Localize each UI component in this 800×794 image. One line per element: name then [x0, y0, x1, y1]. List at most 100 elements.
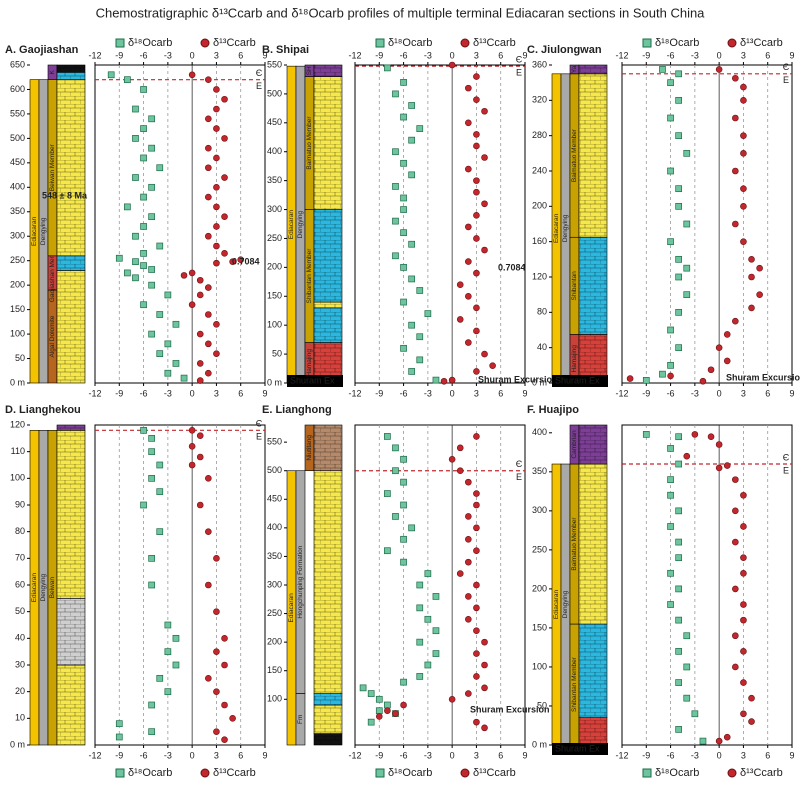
data-point [740, 569, 747, 577]
data-point [384, 490, 391, 497]
legend-label: δ¹⁸Ocarb [655, 37, 699, 49]
plot-frame [621, 64, 793, 384]
data-point [221, 174, 228, 181]
y-tick-label: 400 [267, 522, 282, 532]
data-point [213, 350, 220, 357]
y-tick-label: 500 [267, 88, 282, 98]
x-tick-label: 0 [717, 388, 722, 398]
x-tick-label: -6 [400, 50, 408, 60]
y-tick-label: 600 [10, 84, 25, 94]
data-point [140, 125, 147, 132]
data-point [124, 203, 131, 211]
x-tick-label: 6 [238, 50, 243, 60]
data-point [642, 431, 650, 438]
data-point [164, 369, 172, 377]
data-point [465, 84, 472, 92]
y-tick-label: 250 [267, 233, 282, 243]
data-point [164, 340, 172, 348]
data-point [732, 220, 739, 228]
data-point [667, 79, 674, 87]
data-point [732, 632, 739, 640]
x-tick-label: 9 [262, 388, 267, 398]
data-point [140, 154, 147, 162]
data-point [740, 150, 747, 157]
y-tick-label: 60 [15, 579, 25, 589]
data-point [473, 96, 480, 103]
y-tick-label: 50 [537, 700, 547, 710]
data-point [140, 223, 147, 230]
data-point [237, 256, 245, 264]
data-point [732, 476, 739, 483]
data-point [473, 212, 480, 219]
legend-marker [200, 768, 210, 778]
data-point [205, 675, 212, 682]
boundary-label: Є [516, 55, 523, 65]
data-point [740, 616, 747, 624]
x-tick-label: 9 [262, 750, 267, 760]
x-tick-label: 0 [450, 50, 455, 60]
data-point [667, 326, 674, 334]
y-tick-label: 250 [267, 608, 282, 618]
lithology-pattern [314, 693, 342, 705]
legend-label: δ¹³Ccarb [473, 37, 516, 49]
stratum-label: Hongchunping Formation [297, 545, 304, 618]
panel-title: C. Jiulongwan [527, 44, 602, 56]
data-point [481, 200, 488, 208]
data-point [213, 203, 220, 211]
data-point [675, 273, 683, 281]
data-point [172, 360, 180, 367]
y-tick-label: 70 [15, 553, 25, 563]
data-point [740, 601, 747, 608]
plot-frame [354, 64, 526, 384]
data-point [481, 246, 488, 254]
x-tick-label: -9 [375, 388, 383, 398]
data-point [748, 273, 755, 281]
data-point [392, 90, 399, 98]
x-tick-label: -3 [164, 750, 172, 760]
legend-label: δ¹⁸Ocarb [128, 767, 172, 779]
data-point [489, 362, 496, 369]
data-point [675, 460, 683, 468]
annotation: Shuram Ex [555, 743, 600, 753]
data-point [205, 164, 212, 172]
x-tick-label: -3 [691, 750, 699, 760]
y-tick-label: 100 [267, 320, 282, 330]
data-point [148, 144, 156, 152]
data-point [156, 242, 164, 250]
annotation: 548 ± 8 Ma [42, 190, 88, 200]
data-point [473, 718, 480, 726]
annotation: Shuram Ex [555, 375, 600, 385]
data-point [408, 524, 416, 532]
data-point [148, 701, 156, 709]
plot-frame [621, 424, 793, 746]
x-tick-label: -6 [400, 750, 408, 760]
data-point [132, 232, 139, 240]
legend-label: δ¹⁸Ocarb [388, 37, 432, 49]
data-point [699, 377, 707, 385]
data-point [156, 674, 164, 682]
data-point [140, 86, 147, 93]
data-point [416, 287, 424, 294]
data-point [115, 720, 123, 728]
data-point [675, 202, 683, 210]
lithology-pattern [57, 270, 85, 383]
data-point [440, 377, 448, 385]
stratum-label: Shibantan [571, 271, 578, 301]
data-point [675, 616, 683, 624]
data-point [732, 538, 739, 546]
data-point [229, 715, 236, 722]
annotation: 0.7084 [498, 262, 526, 272]
x-tick-label: 9 [789, 388, 794, 398]
data-point [723, 357, 731, 365]
data-point [432, 376, 440, 384]
stratum-label: Baimatuo Member [571, 517, 578, 571]
panel-title: A. Gaojiashan [5, 44, 79, 56]
data-point [481, 154, 488, 161]
data-point [400, 678, 407, 686]
data-point [756, 291, 763, 298]
data-point [748, 256, 755, 263]
x-tick-label: 9 [789, 50, 794, 60]
data-point [156, 488, 164, 496]
data-point [132, 135, 139, 142]
y-tick-label: 30 [15, 659, 25, 669]
